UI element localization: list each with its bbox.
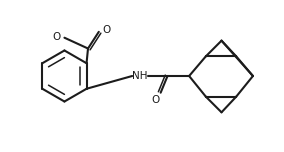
Text: O: O xyxy=(152,95,160,105)
Text: O: O xyxy=(53,32,61,42)
Text: O: O xyxy=(103,25,111,35)
Text: NH: NH xyxy=(132,71,148,81)
